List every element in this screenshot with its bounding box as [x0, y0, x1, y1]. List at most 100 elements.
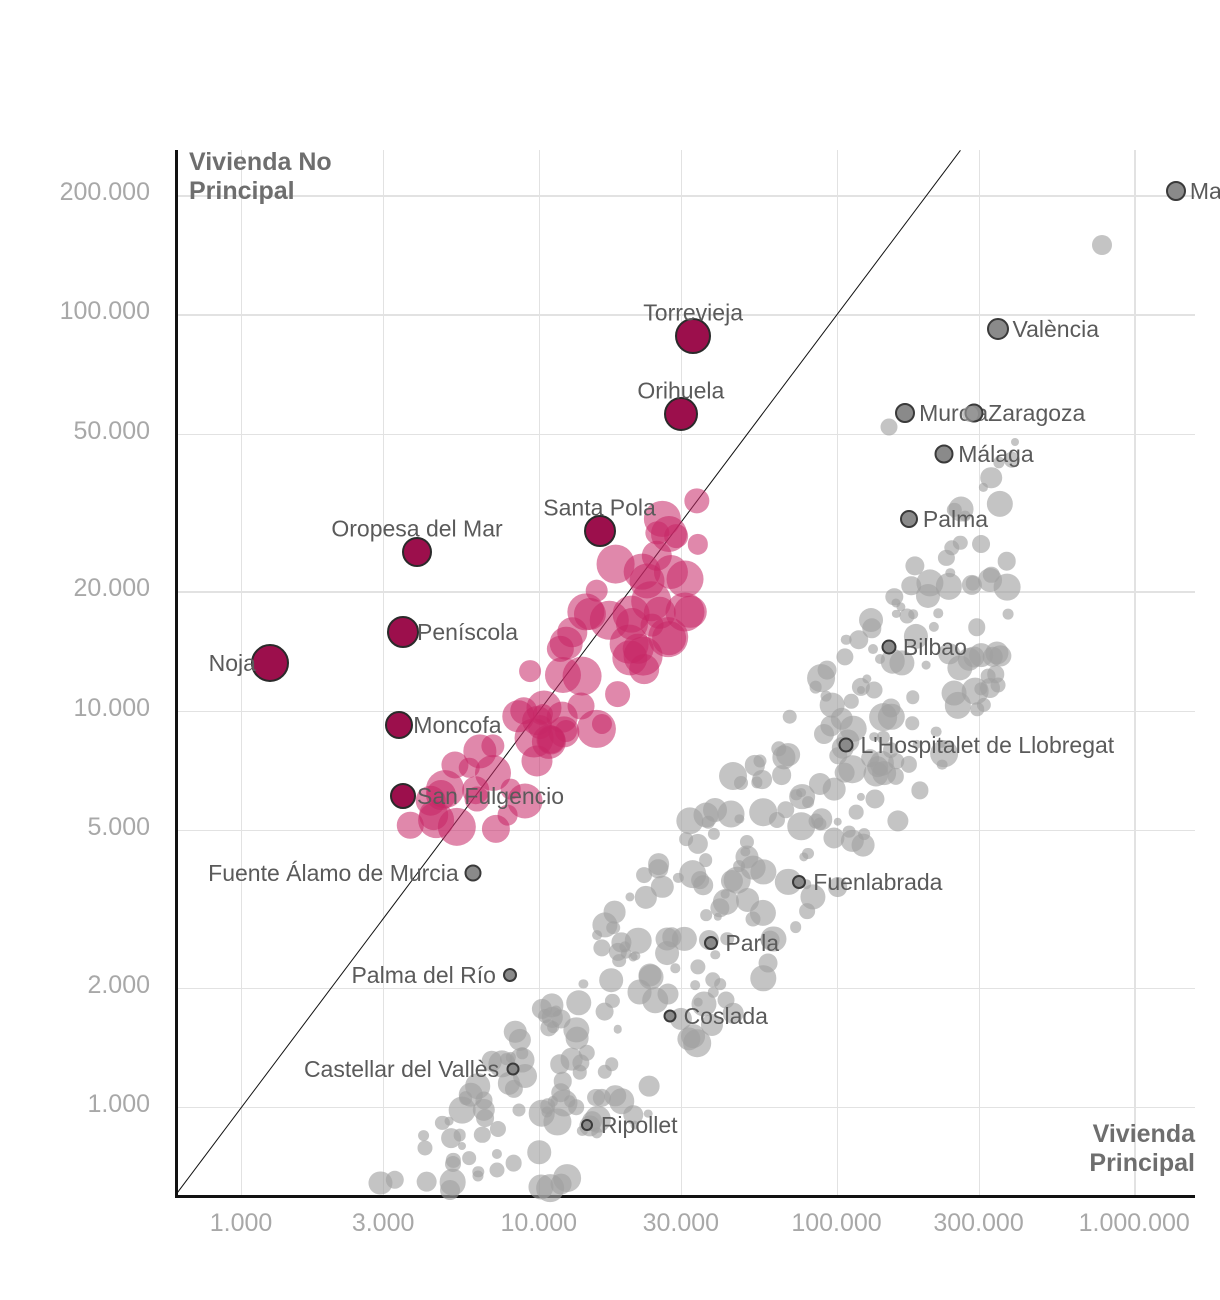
muni-point-unlabeled[interactable] [811, 809, 833, 831]
muni-point-unlabeled[interactable] [843, 825, 856, 838]
muni-point-unlabeled[interactable] [1092, 235, 1112, 255]
muni-point-unlabeled[interactable] [684, 488, 709, 513]
muni-point-unlabeled[interactable] [693, 875, 713, 895]
muni-point-unlabeled[interactable] [418, 1130, 430, 1142]
muni-point-unlabeled[interactable] [472, 1170, 483, 1181]
muni-point-unlabeled[interactable] [968, 618, 986, 636]
muni-point-unlabeled[interactable] [629, 953, 638, 962]
muni-point-unlabeled[interactable] [857, 793, 865, 801]
muni-point-unlabeled[interactable] [796, 788, 806, 798]
muni-point-unlabeled[interactable] [568, 1099, 584, 1115]
muni-point-unlabeled[interactable] [593, 939, 610, 956]
muni-point-unlabeled[interactable] [397, 812, 423, 838]
muni-point-unlabeled[interactable] [844, 694, 858, 708]
muni-point-unlabeled[interactable] [459, 757, 480, 778]
muni-point-unlabeled[interactable] [490, 1162, 505, 1177]
muni-point-unlabeled[interactable] [386, 1171, 404, 1189]
muni-point-unlabeled[interactable] [887, 810, 908, 831]
muni-point-unlabeled[interactable] [803, 796, 815, 808]
muni-point-ripollet[interactable] [581, 1119, 593, 1131]
muni-point-unlabeled[interactable] [578, 1044, 594, 1060]
muni-point-unlabeled[interactable] [962, 406, 978, 422]
muni-point-castellar-del-vall-s[interactable] [507, 1062, 520, 1075]
muni-point-unlabeled[interactable] [540, 1098, 556, 1114]
muni-point-m-laga[interactable] [935, 444, 954, 463]
muni-point-unlabeled[interactable] [997, 552, 1016, 571]
muni-point-unlabeled[interactable] [809, 773, 831, 795]
muni-point-unlabeled[interactable] [592, 714, 612, 734]
muni-point-unlabeled[interactable] [492, 1149, 502, 1159]
muni-point-unlabeled[interactable] [875, 654, 885, 664]
muni-point-unlabeled[interactable] [911, 782, 928, 799]
muni-point-unlabeled[interactable] [922, 661, 931, 670]
muni-point-unlabeled[interactable] [859, 608, 883, 632]
muni-point-pen-scola[interactable] [387, 616, 419, 648]
muni-point-unlabeled[interactable] [519, 660, 541, 682]
muni-point-unlabeled[interactable] [605, 681, 631, 707]
muni-point-unlabeled[interactable] [512, 1103, 525, 1116]
muni-point-unlabeled[interactable] [834, 817, 843, 826]
muni-point-unlabeled[interactable] [528, 1140, 552, 1164]
muni-point-unlabeled[interactable] [982, 647, 1003, 668]
muni-point-unlabeled[interactable] [417, 1141, 432, 1156]
muni-point-unlabeled[interactable] [708, 827, 720, 839]
muni-point-unlabeled[interactable] [679, 832, 693, 846]
muni-point-unlabeled[interactable] [690, 980, 700, 990]
muni-point-unlabeled[interactable] [865, 789, 884, 808]
muni-point-unlabeled[interactable] [717, 801, 744, 828]
muni-point-palma[interactable] [900, 510, 918, 528]
muni-point-unlabeled[interactable] [566, 990, 591, 1015]
muni-point-unlabeled[interactable] [809, 681, 822, 694]
muni-point-unlabeled[interactable] [935, 573, 961, 599]
muni-point-unlabeled[interactable] [642, 987, 668, 1013]
muni-point-unlabeled[interactable] [595, 1002, 614, 1021]
muni-point-unlabeled[interactable] [688, 534, 708, 554]
muni-point-unlabeled[interactable] [909, 609, 919, 619]
muni-point-unlabeled[interactable] [752, 770, 772, 790]
muni-point-unlabeled[interactable] [504, 1020, 527, 1043]
muni-point-unlabeled[interactable] [458, 1142, 466, 1150]
muni-point-unlabeled[interactable] [416, 1171, 437, 1192]
muni-point-unlabeled[interactable] [599, 968, 623, 992]
muni-point-unlabeled[interactable] [734, 776, 748, 790]
muni-point-unlabeled[interactable] [651, 876, 673, 898]
muni-point-unlabeled[interactable] [864, 761, 889, 786]
muni-point-unlabeled[interactable] [849, 805, 864, 820]
muni-point-unlabeled[interactable] [772, 765, 792, 785]
muni-point-unlabeled[interactable] [836, 648, 853, 665]
muni-point-unlabeled[interactable] [505, 1155, 522, 1172]
muni-point-unlabeled[interactable] [818, 661, 837, 680]
muni-point-unlabeled[interactable] [849, 630, 869, 650]
muni-point-unlabeled[interactable] [614, 1025, 623, 1034]
muni-point-madrid[interactable] [1166, 181, 1186, 201]
muni-point-unlabeled[interactable] [933, 609, 943, 619]
muni-point-coslada[interactable] [663, 1009, 676, 1022]
muni-point-unlabeled[interactable] [553, 1164, 581, 1192]
muni-point-noja[interactable] [251, 644, 289, 682]
muni-point-unlabeled[interactable] [991, 677, 1006, 692]
muni-point-unlabeled[interactable] [870, 703, 898, 731]
muni-point-unlabeled[interactable] [987, 490, 1013, 516]
muni-point-l-hospitalet-de-llobregat[interactable] [839, 737, 854, 752]
muni-point-unlabeled[interactable] [639, 963, 662, 986]
muni-point-unlabeled[interactable] [449, 1097, 476, 1124]
muni-point-unlabeled[interactable] [736, 846, 759, 869]
muni-point-unlabeled[interactable] [838, 756, 866, 784]
muni-point-unlabeled[interactable] [994, 574, 1021, 601]
muni-point-unlabeled[interactable] [841, 634, 852, 645]
muni-point-unlabeled[interactable] [929, 622, 939, 632]
muni-point-unlabeled[interactable] [639, 1076, 660, 1097]
muni-point-unlabeled[interactable] [906, 716, 920, 730]
muni-point-unlabeled[interactable] [475, 1092, 492, 1109]
muni-point-bilbao[interactable] [881, 639, 896, 654]
muni-point-unlabeled[interactable] [592, 930, 602, 940]
muni-point-unlabeled[interactable] [979, 483, 987, 491]
muni-point-moncofa[interactable] [385, 711, 413, 739]
muni-point-unlabeled[interactable] [690, 959, 705, 974]
muni-point-unlabeled[interactable] [868, 644, 878, 654]
muni-point-unlabeled[interactable] [563, 656, 602, 695]
muni-point-unlabeled[interactable] [597, 1065, 611, 1079]
muni-point-fuente-lamo-de-murcia[interactable] [464, 864, 481, 881]
muni-point-unlabeled[interactable] [971, 702, 985, 716]
muni-point-unlabeled[interactable] [1003, 609, 1014, 620]
